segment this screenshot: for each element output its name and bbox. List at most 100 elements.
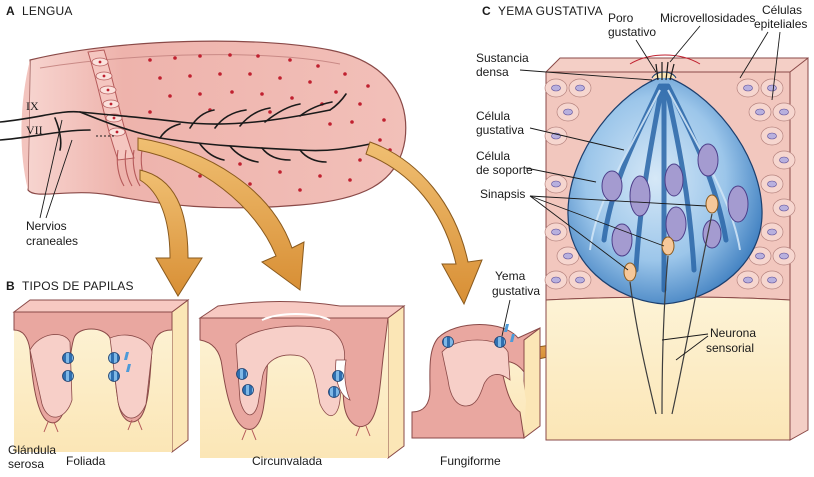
foliate-glands: [43, 419, 143, 433]
foliate-buds: [62, 352, 120, 382]
section-c-letter: C: [482, 4, 491, 18]
epithelial-nucleus: [755, 108, 765, 116]
arrow-fungiform: [365, 141, 483, 306]
fungiform-dot: [198, 54, 202, 58]
epithelial-nucleus: [767, 228, 777, 236]
fungiform-dot: [316, 64, 320, 68]
fungiform-label: Fungiforme: [440, 454, 501, 468]
sensory-neuron-fibers: [629, 213, 713, 415]
serous-gland-label-1: Glándula: [8, 443, 56, 457]
epithelial-nucleus: [779, 204, 789, 212]
microvilli-tuft: [655, 61, 675, 81]
fungiform-dot: [148, 58, 152, 62]
epithelial-nucleus: [551, 84, 561, 92]
fungiform-dot: [158, 76, 162, 80]
fungiform-dot: [343, 72, 347, 76]
section-c: C YEMA GUSTATIVA: [476, 3, 809, 441]
circumvallate-label: Circunvalada: [252, 454, 322, 468]
circumvallate-papilla: [198, 301, 406, 459]
section-a: A LENGUA: [0, 4, 407, 248]
sensory-neuron-label-1: Neurona: [710, 326, 756, 340]
fungiform-dot: [248, 182, 252, 186]
fungiform-dot: [318, 174, 322, 178]
fungiform-dot: [256, 54, 260, 58]
epithelial-cells-label-2: epiteliales: [754, 17, 807, 31]
epithelial-nucleus: [551, 276, 561, 284]
fungiform-dot: [238, 162, 242, 166]
fungiform-dot: [248, 72, 252, 76]
cranial-nerve-leaders: [39, 119, 73, 219]
section-c-title: YEMA GUSTATIVA: [498, 4, 603, 18]
fungiform-dot: [348, 178, 352, 182]
fungiform-dot: [198, 174, 202, 178]
fungiform-dot: [278, 170, 282, 174]
cranial-nerves-label-2: craneales: [26, 234, 78, 248]
fungiform-ducts: [504, 324, 515, 342]
nerve-ix-label: IX: [26, 99, 39, 113]
section-a-title: LENGUA: [22, 4, 73, 18]
cranial-nerve-branches: [0, 93, 371, 163]
epithelial-nucleus: [563, 252, 573, 260]
section-b-letter: B: [6, 279, 15, 293]
taste-pore-label-1: Poro: [608, 11, 634, 25]
fungiform-dot: [334, 90, 338, 94]
fungiform-dot: [358, 158, 362, 162]
section-a-letter: A: [6, 4, 15, 18]
fungiform-dot: [268, 110, 272, 114]
foliate-label: Foliada: [66, 454, 106, 468]
epithelial-nucleus: [779, 108, 789, 116]
epithelial-nucleus: [779, 252, 789, 260]
circumvallate-glands: [241, 425, 371, 441]
fungiform-dot: [218, 72, 222, 76]
fungiform-papilla: [411, 324, 541, 439]
support-cell-nuclei: [601, 143, 749, 257]
epithelial-nucleus: [563, 108, 573, 116]
epithelial-nucleus: [743, 84, 753, 92]
fungiform-dots: [148, 53, 392, 192]
fungiform-dot: [288, 58, 292, 62]
support-cell-label-1: Célula: [476, 149, 510, 163]
epithelial-nucleus: [767, 276, 777, 284]
epithelial-nucleus: [575, 84, 585, 92]
fungiform-dot: [358, 102, 362, 106]
section-b: B TIPOS DE PAPILAS Glándula serosa Folia…: [6, 269, 541, 471]
fungiform-dot: [298, 188, 302, 192]
fungiform-dot: [198, 92, 202, 96]
tissue-top: [544, 57, 809, 73]
foliate-papilla: [12, 299, 190, 453]
fungiform-buds: [442, 336, 506, 348]
epithelial-nucleus: [743, 276, 753, 284]
arrow-foliate: [139, 169, 203, 297]
taste-bud-label-2: gustativa: [492, 284, 540, 298]
epithelial-nucleus: [575, 276, 585, 284]
taste-pore-label-2: gustativo: [608, 25, 656, 39]
dense-substance-label-1: Sustancia: [476, 51, 529, 65]
epithelial-nucleus: [767, 180, 777, 188]
fungiform-dot: [308, 80, 312, 84]
synapses-label: Sinapsis: [480, 187, 525, 201]
fungiform-dot: [188, 74, 192, 78]
epithelial-nucleus: [767, 84, 777, 92]
leader-lines: [519, 25, 781, 361]
support-cell-label-2: de soporte: [476, 163, 533, 177]
fungiform-dot: [290, 96, 294, 100]
fungiform-dot: [278, 76, 282, 80]
taste-bud-leader: [501, 299, 511, 337]
fungiform-dot: [350, 120, 354, 124]
epithelial-cells-label-1: Células: [762, 3, 802, 17]
taste-cell-label-2: gustativa: [476, 123, 524, 137]
vallate-centers: [98, 60, 119, 134]
fungiform-dot: [228, 53, 232, 57]
fungiform-dot: [168, 94, 172, 98]
epithelial-nucleus: [551, 180, 561, 188]
fungiform-dot: [260, 92, 264, 96]
dense-substance-label-2: densa: [476, 65, 509, 79]
sensory-neuron-label-2: sensorial: [706, 341, 754, 355]
nerve-vii-label: VII: [26, 123, 43, 137]
section-b-title: TIPOS DE PAPILAS: [22, 279, 134, 293]
circumvallate-buds: [236, 368, 344, 398]
epithelial-cells: [544, 78, 796, 290]
fungiform-dot: [382, 118, 386, 122]
connective-layer: [545, 296, 791, 441]
